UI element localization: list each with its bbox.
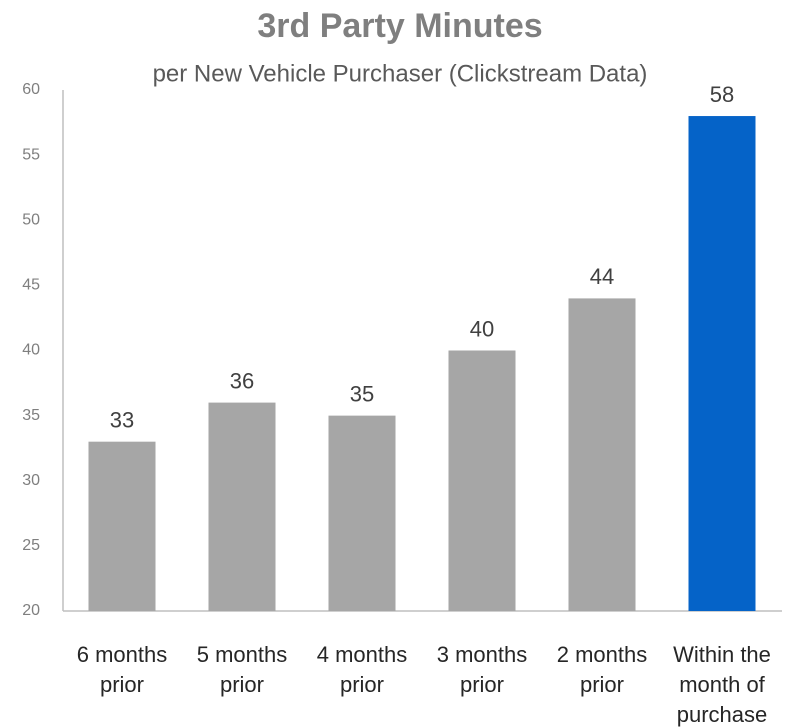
- y-tick-label: 60: [22, 81, 40, 98]
- bar: [568, 298, 636, 611]
- bar: [688, 116, 756, 612]
- x-tick-label: 5 months prior: [196, 642, 288, 697]
- x-tick-label: Within the month of purchase: [673, 642, 771, 727]
- y-tick-label: 30: [22, 472, 40, 489]
- bar: [448, 350, 516, 611]
- x-tick-label: 6 months prior: [76, 642, 168, 697]
- y-tick-label: 25: [22, 537, 40, 554]
- x-tick-label: 2 months prior: [556, 642, 648, 697]
- x-tick-label: 4 months prior: [316, 642, 408, 697]
- bar: [88, 441, 156, 611]
- value-label: 35: [350, 381, 374, 406]
- value-label: 44: [590, 264, 614, 289]
- bar: [208, 402, 276, 611]
- chart-subtitle: per New Vehicle Purchaser (Clickstream D…: [153, 60, 648, 87]
- bar: [328, 415, 396, 611]
- y-tick-label: 40: [22, 342, 40, 359]
- y-tick-label: 55: [22, 146, 40, 163]
- chart-title: 3rd Party Minutes: [257, 7, 542, 45]
- value-label: 33: [110, 407, 134, 432]
- y-tick-label: 35: [22, 407, 40, 424]
- y-tick-label: 20: [22, 602, 40, 619]
- x-tick-label: 3 months prior: [436, 642, 528, 697]
- value-label: 36: [230, 368, 254, 393]
- y-tick-label: 45: [22, 277, 40, 294]
- y-tick-label: 50: [22, 211, 40, 228]
- value-label: 58: [710, 82, 734, 107]
- value-label: 40: [470, 316, 494, 341]
